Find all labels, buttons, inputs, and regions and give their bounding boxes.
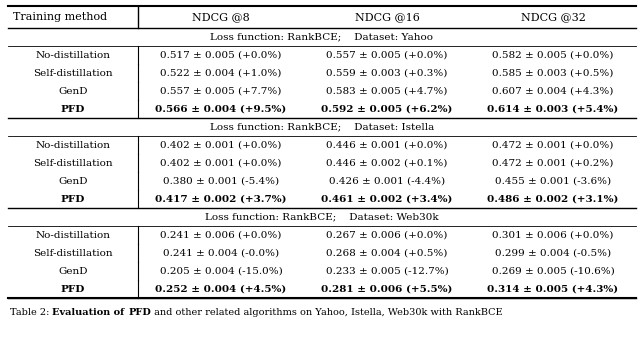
Text: 0.607 ± 0.004 (+4.3%): 0.607 ± 0.004 (+4.3%)	[492, 87, 614, 96]
Text: No-distillation: No-distillation	[35, 50, 111, 59]
Text: 0.557 ± 0.005 (+7.7%): 0.557 ± 0.005 (+7.7%)	[160, 87, 282, 96]
Text: 0.472 ± 0.001 (+0.0%): 0.472 ± 0.001 (+0.0%)	[492, 140, 614, 150]
Text: Self-distillation: Self-distillation	[33, 159, 113, 168]
Text: 0.269 ± 0.005 (-10.6%): 0.269 ± 0.005 (-10.6%)	[492, 266, 614, 276]
Text: PFD: PFD	[61, 194, 85, 203]
Text: 0.252 ± 0.004 (+4.5%): 0.252 ± 0.004 (+4.5%)	[156, 285, 287, 294]
Text: 0.583 ± 0.005 (+4.7%): 0.583 ± 0.005 (+4.7%)	[326, 87, 448, 96]
Text: 0.301 ± 0.006 (+0.0%): 0.301 ± 0.006 (+0.0%)	[492, 231, 614, 240]
Text: 0.268 ± 0.004 (+0.5%): 0.268 ± 0.004 (+0.5%)	[326, 248, 448, 257]
Text: 0.402 ± 0.001 (+0.0%): 0.402 ± 0.001 (+0.0%)	[160, 159, 282, 168]
Text: Loss function: RankBCE;    Dataset: Yahoo: Loss function: RankBCE; Dataset: Yahoo	[211, 33, 433, 42]
Text: 0.402 ± 0.001 (+0.0%): 0.402 ± 0.001 (+0.0%)	[160, 140, 282, 150]
Text: 0.233 ± 0.005 (-12.7%): 0.233 ± 0.005 (-12.7%)	[326, 266, 449, 276]
Text: GenD: GenD	[58, 176, 88, 185]
Text: GenD: GenD	[58, 266, 88, 276]
Text: 0.585 ± 0.003 (+0.5%): 0.585 ± 0.003 (+0.5%)	[492, 68, 614, 77]
Text: Evaluation of: Evaluation of	[52, 308, 128, 317]
Text: 0.559 ± 0.003 (+0.3%): 0.559 ± 0.003 (+0.3%)	[326, 68, 448, 77]
Text: Self-distillation: Self-distillation	[33, 248, 113, 257]
Text: 0.446 ± 0.002 (+0.1%): 0.446 ± 0.002 (+0.1%)	[326, 159, 448, 168]
Text: NDCG @16: NDCG @16	[355, 12, 419, 22]
Text: 0.517 ± 0.005 (+0.0%): 0.517 ± 0.005 (+0.0%)	[160, 50, 282, 59]
Text: Table 2:: Table 2:	[10, 308, 52, 317]
Text: PFD: PFD	[61, 285, 85, 294]
Text: 0.472 ± 0.001 (+0.2%): 0.472 ± 0.001 (+0.2%)	[492, 159, 614, 168]
Text: 0.241 ± 0.006 (+0.0%): 0.241 ± 0.006 (+0.0%)	[160, 231, 282, 240]
Text: 0.566 ± 0.004 (+9.5%): 0.566 ± 0.004 (+9.5%)	[156, 105, 287, 113]
Text: 0.455 ± 0.001 (-3.6%): 0.455 ± 0.001 (-3.6%)	[495, 176, 611, 185]
Text: No-distillation: No-distillation	[35, 140, 111, 150]
Text: 0.582 ± 0.005 (+0.0%): 0.582 ± 0.005 (+0.0%)	[492, 50, 614, 59]
Text: 0.380 ± 0.001 (-5.4%): 0.380 ± 0.001 (-5.4%)	[163, 176, 279, 185]
Text: 0.314 ± 0.005 (+4.3%): 0.314 ± 0.005 (+4.3%)	[488, 285, 619, 294]
Text: 0.614 ± 0.003 (+5.4%): 0.614 ± 0.003 (+5.4%)	[488, 105, 619, 113]
Text: Loss function: RankBCE;    Dataset: Web30k: Loss function: RankBCE; Dataset: Web30k	[205, 213, 439, 222]
Text: 0.426 ± 0.001 (-4.4%): 0.426 ± 0.001 (-4.4%)	[329, 176, 445, 185]
Text: 0.592 ± 0.005 (+6.2%): 0.592 ± 0.005 (+6.2%)	[321, 105, 452, 113]
Text: GenD: GenD	[58, 87, 88, 96]
Text: 0.446 ± 0.001 (+0.0%): 0.446 ± 0.001 (+0.0%)	[326, 140, 448, 150]
Text: NDCG @32: NDCG @32	[520, 12, 586, 22]
Text: 0.205 ± 0.004 (-15.0%): 0.205 ± 0.004 (-15.0%)	[159, 266, 282, 276]
Text: 0.281 ± 0.006 (+5.5%): 0.281 ± 0.006 (+5.5%)	[321, 285, 452, 294]
Text: 0.461 ± 0.002 (+3.4%): 0.461 ± 0.002 (+3.4%)	[321, 194, 452, 203]
Text: Training method: Training method	[13, 12, 107, 22]
Text: 0.267 ± 0.006 (+0.0%): 0.267 ± 0.006 (+0.0%)	[326, 231, 448, 240]
Text: 0.486 ± 0.002 (+3.1%): 0.486 ± 0.002 (+3.1%)	[487, 194, 619, 203]
Text: NDCG @8: NDCG @8	[192, 12, 250, 22]
Text: 0.299 ± 0.004 (-0.5%): 0.299 ± 0.004 (-0.5%)	[495, 248, 611, 257]
Text: PFD: PFD	[128, 308, 151, 317]
Text: 0.417 ± 0.002 (+3.7%): 0.417 ± 0.002 (+3.7%)	[156, 194, 287, 203]
Text: 0.522 ± 0.004 (+1.0%): 0.522 ± 0.004 (+1.0%)	[160, 68, 282, 77]
Text: 0.241 ± 0.004 (-0.0%): 0.241 ± 0.004 (-0.0%)	[163, 248, 279, 257]
Text: Loss function: RankBCE;    Dataset: Istella: Loss function: RankBCE; Dataset: Istella	[210, 122, 434, 131]
Text: No-distillation: No-distillation	[35, 231, 111, 240]
Text: 0.557 ± 0.005 (+0.0%): 0.557 ± 0.005 (+0.0%)	[326, 50, 448, 59]
Text: PFD: PFD	[61, 105, 85, 113]
Text: and other related algorithms on Yahoo, Istella, Web30k with RankBCE: and other related algorithms on Yahoo, I…	[151, 308, 502, 317]
Text: Self-distillation: Self-distillation	[33, 68, 113, 77]
